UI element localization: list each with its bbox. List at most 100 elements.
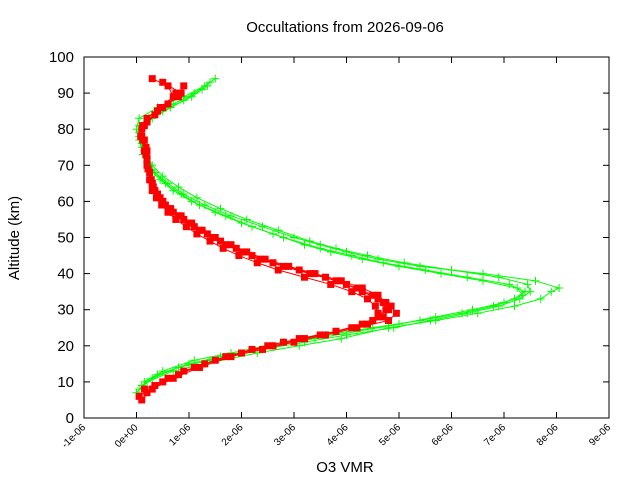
series-1-point — [143, 389, 151, 397]
series-0-point — [400, 258, 409, 267]
y-tick-label: 50 — [57, 230, 74, 247]
series-0-point — [242, 215, 251, 224]
series-0-point — [174, 182, 183, 191]
series-0-point — [156, 175, 165, 184]
y-tick-label: 20 — [57, 338, 74, 355]
series-1-point — [169, 374, 177, 382]
series-1-point — [348, 288, 356, 296]
series-0-point — [521, 287, 529, 296]
series-0-point — [211, 74, 220, 83]
series-0-point — [555, 284, 564, 293]
series-0-point — [379, 258, 388, 267]
series-1-point — [188, 219, 196, 227]
series-1-point — [222, 353, 230, 361]
series-0-point — [523, 280, 532, 289]
series-1-point — [322, 273, 329, 281]
series-1-point — [311, 270, 319, 278]
series-1-point — [259, 345, 266, 353]
series-1-point — [295, 335, 303, 343]
series-1-point — [290, 338, 298, 346]
series-1-point — [142, 150, 150, 158]
series-1-point — [175, 93, 182, 101]
series-1-point — [139, 122, 147, 130]
y-tick-label: 10 — [57, 374, 74, 391]
y-tick-label: 60 — [57, 193, 74, 210]
y-tick-label: 40 — [57, 266, 74, 283]
series-0-point — [510, 294, 519, 303]
series-0-point — [135, 114, 144, 123]
series-0-point — [358, 255, 367, 264]
series-1-point — [167, 205, 175, 213]
series-1-point — [143, 114, 151, 122]
series-1-point — [154, 107, 161, 115]
series-1-point — [269, 342, 277, 350]
series-0-point — [248, 222, 256, 231]
series-1-point — [172, 215, 180, 223]
series-1-point — [371, 302, 379, 310]
plot-data — [132, 74, 564, 404]
series-1-point — [364, 295, 371, 303]
series-1-point — [148, 179, 156, 187]
plot-frame — [83, 56, 610, 419]
series-1-point — [177, 212, 185, 220]
series-1-point — [256, 255, 264, 263]
series-1-point — [243, 248, 251, 256]
series-1-point — [142, 143, 150, 151]
series-1-point — [385, 306, 392, 314]
x-tick-label: 9e-06 — [587, 422, 613, 448]
series-0-point — [192, 193, 201, 202]
series-1-point — [180, 367, 188, 375]
series-1-point — [295, 266, 303, 274]
y-tick-label: 70 — [57, 157, 74, 174]
series-1-point — [159, 197, 167, 205]
series-1-point — [301, 273, 308, 281]
y-tick-label: 80 — [57, 121, 74, 138]
series-1-point — [151, 382, 159, 390]
series-1-point — [137, 132, 145, 140]
series-0-point — [216, 204, 225, 213]
series-1-point — [149, 183, 157, 191]
series-1-point — [217, 237, 224, 245]
series-0-point — [510, 302, 519, 311]
x-tick-label: 4e-06 — [325, 422, 351, 448]
series-0-point — [258, 222, 267, 231]
x-tick-label: 6e-06 — [430, 422, 456, 448]
series-1-point — [196, 363, 203, 371]
series-1-point — [198, 226, 206, 234]
series-1-point — [253, 259, 261, 267]
series-1-point — [316, 331, 324, 339]
x-tick-label: 5e-06 — [377, 422, 403, 448]
series-1-point — [144, 165, 152, 173]
series-1-point — [274, 266, 282, 274]
series-0-point — [536, 294, 545, 303]
series-1-point — [172, 89, 180, 97]
series-0-point — [190, 356, 199, 365]
series-0-point — [221, 211, 230, 220]
series-1-point — [337, 277, 345, 285]
series-0-point — [416, 316, 424, 325]
series-1-point — [158, 201, 166, 209]
series-1-point — [182, 223, 190, 231]
series-1-point — [190, 363, 198, 371]
x-tick-label: 2e-06 — [220, 422, 246, 448]
series-0-point — [547, 287, 556, 296]
series-0-point — [195, 201, 204, 210]
series-0-point — [363, 251, 372, 260]
series-0-point — [305, 237, 314, 246]
series-0-point — [140, 377, 149, 386]
x-tick-label: 0e+00 — [113, 422, 141, 450]
series-1-point — [193, 230, 201, 238]
series-1-point — [227, 241, 235, 249]
y-axis-label: Altitude (km) — [6, 196, 23, 280]
series-0-point — [198, 85, 207, 94]
series-1-point — [219, 244, 227, 252]
series-1-point — [369, 291, 377, 299]
series-1-point — [353, 324, 361, 332]
series-1-point — [322, 331, 329, 339]
x-axis-label: O3 VMR — [316, 459, 374, 476]
series-1-point — [159, 78, 167, 86]
series-0-point — [316, 244, 325, 253]
series-1-point — [358, 288, 366, 296]
series-1-point — [327, 280, 335, 288]
